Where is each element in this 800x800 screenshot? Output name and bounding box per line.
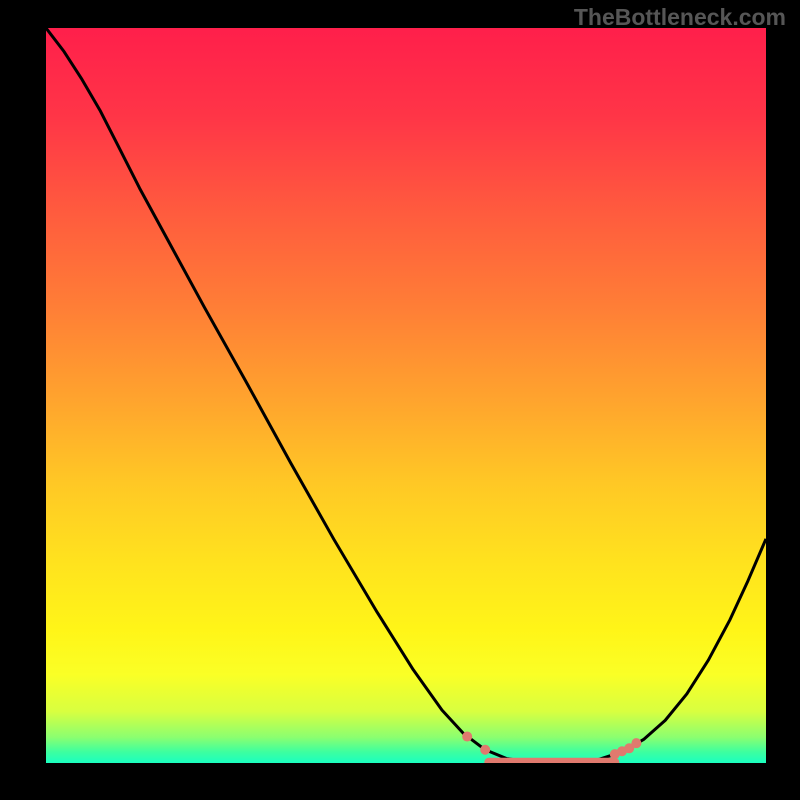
gradient-background [46, 28, 766, 763]
bottleneck-curve-chart [46, 28, 766, 763]
marker-dot [462, 732, 472, 742]
attribution-text: TheBottleneck.com [574, 4, 786, 31]
marker-dot [480, 745, 490, 755]
chart-plot-area [46, 28, 766, 763]
marker-dot [631, 738, 641, 748]
